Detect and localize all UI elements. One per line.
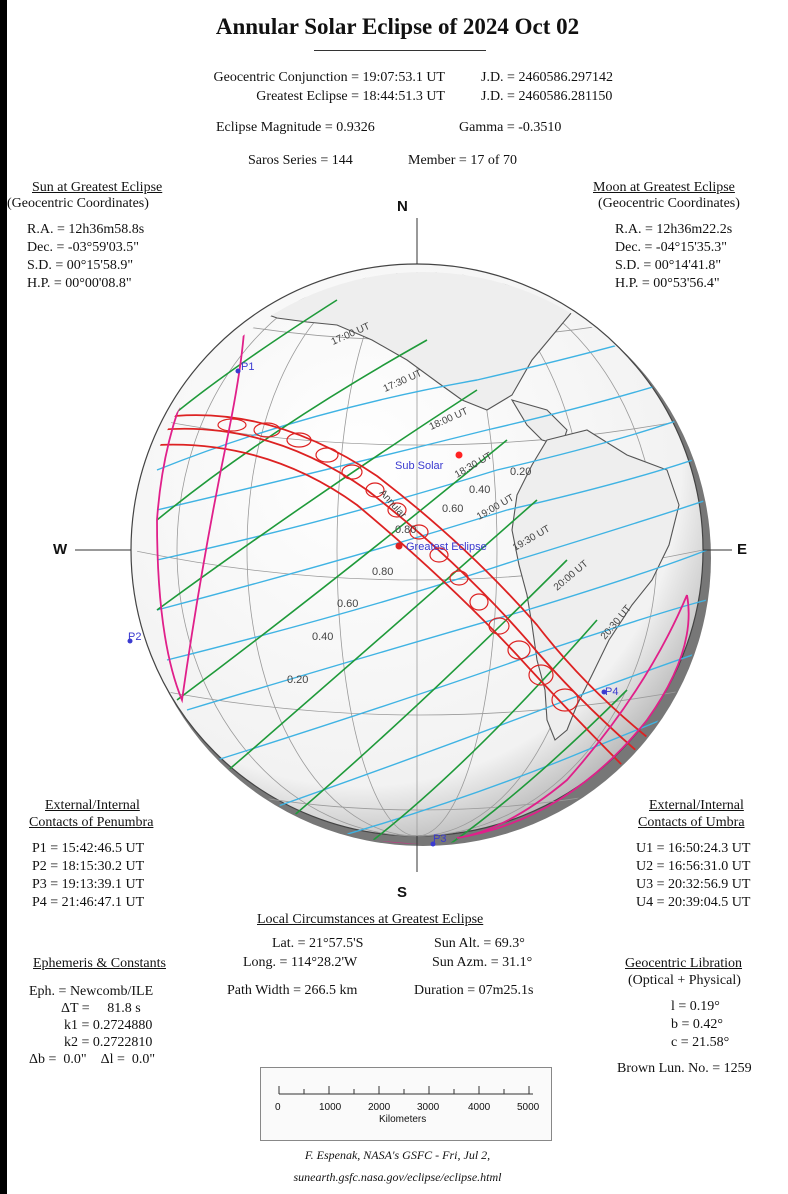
p2-label: P2 xyxy=(128,631,141,643)
sub-solar-label: Sub Solar xyxy=(395,460,444,472)
ephemeris-k1: k1 = 0.2724880 xyxy=(64,1018,153,1033)
sun-heading: Sun at Greatest Eclipse xyxy=(32,180,163,195)
annular-ovals xyxy=(217,418,579,712)
credit-author: F. Espenak, NASA's GSFC - Fri, Jul 2, xyxy=(304,1148,491,1162)
north-label: N xyxy=(397,198,408,215)
page-title: Annular Solar Eclipse of 2024 Oct 02 xyxy=(215,14,580,39)
penumbra-p3: P3 = 19:13:39.1 UT xyxy=(32,877,145,892)
local-path-width: Path Width = 266.5 km xyxy=(227,983,358,998)
libration-l: l = 0.19° xyxy=(671,999,720,1014)
greatest-value: 18:44:51.3 UT xyxy=(362,89,445,104)
libration-c: c = 21.58° xyxy=(671,1035,730,1050)
saros-series: Saros Series = 144 xyxy=(248,153,353,168)
libration-b: b = 0.42° xyxy=(671,1017,723,1032)
saros-member: Member = 17 of 70 xyxy=(408,153,517,168)
ephemeris-k2: k2 = 0.2722810 xyxy=(64,1035,153,1050)
penumbra-heading: External/Internal xyxy=(45,798,140,813)
p3-label: P3 xyxy=(433,833,446,845)
brown-lunation: Brown Lun. No. = 1259 xyxy=(617,1061,752,1076)
sun-sd: S.D. = 00°15'58.9" xyxy=(27,258,134,273)
local-sun-alt: Sun Alt. = 69.3° xyxy=(434,936,525,951)
mag-label-040-e: 0.40 xyxy=(469,484,490,496)
libration-subheading: (Optical + Physical) xyxy=(628,973,741,988)
libration-heading: Geocentric Libration xyxy=(625,956,743,971)
eclipse-sheet: Annular Solar Eclipse of 2024 Oct 02 Geo… xyxy=(7,0,788,1194)
penumbra-heading2: Contacts of Penumbra xyxy=(29,815,154,830)
east-label: E xyxy=(737,541,748,558)
sun-ra: R.A. = 12h36m58.8s xyxy=(27,222,145,237)
mag-label-020-w: 0.20 xyxy=(287,674,308,686)
greatest-eclipse-marker xyxy=(395,542,403,550)
scale-tick-0: 0 xyxy=(275,1102,281,1113)
local-heading: Local Circumstances at Greatest Eclipse xyxy=(257,912,484,927)
umbra-u2: U2 = 16:56:31.0 UT xyxy=(636,859,751,874)
moon-sd: S.D. = 00°14'41.8" xyxy=(615,258,722,273)
local-long: Long. = 114°28.2'W xyxy=(243,955,358,970)
moon-ra: R.A. = 12h36m22.2s xyxy=(615,222,733,237)
credit-url: sunearth.gsfc.nasa.gov/eclipse/eclipse.h… xyxy=(293,1170,502,1184)
p1-label: P1 xyxy=(241,361,254,373)
umbra-u3: U3 = 20:32:56.9 UT xyxy=(636,877,751,892)
sun-dec: Dec. = -03°59'03.5" xyxy=(27,240,139,255)
greatest-line: Greatest Eclipse = 18:44:51.3 UT xyxy=(153,89,445,105)
eclipse-magnitude: Eclipse Magnitude = 0.9326 xyxy=(216,120,375,135)
eclipse-map: P1 P2 P3 P4 Sub Solar Greatest Eclipse A… xyxy=(75,218,732,872)
west-label: W xyxy=(53,541,68,558)
conjunction-value: 19:07:53.1 UT xyxy=(362,70,445,85)
sub-solar-marker xyxy=(455,451,463,459)
scale-bar: 0 1000 2000 3000 4000 5000 Kilometers xyxy=(260,1067,552,1141)
moon-dec: Dec. = -04°15'35.3" xyxy=(615,240,727,255)
p4-label: P4 xyxy=(605,686,618,698)
sun-subheading: (Geocentric Coordinates) xyxy=(7,196,149,211)
local-sun-azm: Sun Azm. = 31.1° xyxy=(432,955,533,970)
mag-label-020-e: 0.20 xyxy=(510,466,531,478)
penumbra-p1: P1 = 15:42:46.5 UT xyxy=(32,841,145,856)
gamma: Gamma = -0.3510 xyxy=(459,120,562,135)
south-label: S xyxy=(397,884,408,901)
scale-unit: Kilometers xyxy=(379,1114,427,1125)
mag-label-040-w: 0.40 xyxy=(312,631,333,643)
local-lat: Lat. = 21°57.5'S xyxy=(272,936,364,951)
title-underline xyxy=(314,50,486,51)
sun-hp: H.P. = 00°00'08.8" xyxy=(27,276,132,291)
ephemeris-eph: Eph. = Newcomb/ILE xyxy=(29,984,154,999)
conjunction-jd: J.D. = 2460586.297142 xyxy=(481,70,613,85)
local-duration: Duration = 07m25.1s xyxy=(414,983,534,998)
ephemeris-heading: Ephemeris & Constants xyxy=(33,956,166,971)
scale-tick-4000: 4000 xyxy=(468,1102,491,1113)
moon-subheading: (Geocentric Coordinates) xyxy=(598,196,740,211)
contact-points xyxy=(127,368,607,847)
greatest-label: Greatest Eclipse = xyxy=(256,89,360,104)
umbra-heading: External/Internal xyxy=(649,798,744,813)
mag-label-080-w: 0.80 xyxy=(372,566,393,578)
conjunction-label: Geocentric Conjunction = xyxy=(213,70,360,85)
umbra-u1: U1 = 16:50:24.3 UT xyxy=(636,841,751,856)
mag-label-060-w: 0.60 xyxy=(337,598,358,610)
scale-ruler xyxy=(278,1086,533,1095)
moon-hp: H.P. = 00°53'56.4" xyxy=(615,276,720,291)
scale-tick-2000: 2000 xyxy=(368,1102,391,1113)
annular-path xyxy=(156,414,658,776)
greatest-jd: J.D. = 2460586.281150 xyxy=(481,89,613,104)
umbra-u4: U4 = 20:39:04.5 UT xyxy=(636,895,751,910)
mag-label-060-e: 0.60 xyxy=(442,503,463,515)
moon-heading: Moon at Greatest Eclipse xyxy=(593,180,735,195)
ephemeris-delta: Δb = 0.0" Δl = 0.0" xyxy=(29,1052,156,1067)
scale-tick-5000: 5000 xyxy=(517,1102,540,1113)
scale-tick-1000: 1000 xyxy=(319,1102,342,1113)
penumbra-p4: P4 = 21:46:47.1 UT xyxy=(32,895,145,910)
scale-tick-3000: 3000 xyxy=(417,1102,440,1113)
penumbra-p2: P2 = 18:15:30.2 UT xyxy=(32,859,145,874)
ephemeris-dt: ΔT = 81.8 s xyxy=(61,1001,141,1016)
conjunction-line: Geocentric Conjunction = 19:07:53.1 UT xyxy=(153,70,445,86)
umbra-heading2: Contacts of Umbra xyxy=(638,815,745,830)
mag-label-080-e: 0.80 xyxy=(395,524,416,536)
greatest-eclipse-label: Greatest Eclipse xyxy=(406,541,487,553)
